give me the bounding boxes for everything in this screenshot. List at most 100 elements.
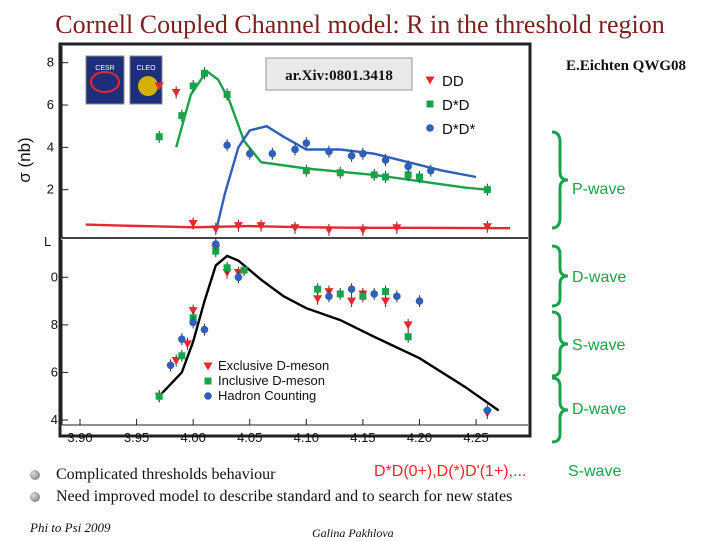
point-dd — [154, 82, 164, 91]
legend-label: D*D* — [442, 121, 476, 138]
x-tick-label: 3.90 — [67, 430, 92, 445]
point-inclusive-d-meson — [382, 288, 390, 296]
label-s-wave-1: S-wave — [572, 337, 625, 354]
point-hadron-counting — [234, 273, 243, 282]
top-legend: DD D*D D*D* — [425, 73, 476, 138]
point-d-d- — [325, 147, 333, 156]
point-dd — [392, 224, 402, 233]
point-exclusive-d-meson — [403, 321, 413, 330]
arxiv-label: ar.Xiv:0801.3418 — [285, 68, 393, 84]
y-tick-label: 6 — [51, 364, 58, 379]
formula-label: D*D(0+),D(*)D'(1+),... — [374, 463, 526, 480]
footer-left: Phi to Psi 2009 — [30, 520, 111, 535]
top-y-ticks: 2 4 6 8 — [47, 55, 68, 197]
y-tick-label: 0 — [51, 269, 58, 284]
legend-label: D*D — [442, 97, 470, 114]
point-dd — [324, 226, 334, 235]
legend-marker — [426, 100, 434, 108]
point-hadron-counting — [166, 361, 175, 370]
point-hadron-counting — [370, 290, 379, 298]
legend-marker — [203, 362, 213, 371]
point-d-d — [200, 69, 208, 77]
point-inclusive-d-meson — [223, 264, 231, 272]
point-d-d- — [426, 166, 435, 175]
point-inclusive-d-meson — [336, 290, 344, 298]
legend-label: DD — [442, 73, 464, 90]
x-tick-label: 4.10 — [294, 430, 319, 445]
bullet-item: Need improved model to describe standard… — [30, 486, 512, 508]
right-brace-panel: P-wave D-wave S-wave D-wave S-wave D*D(0… — [374, 130, 626, 480]
point-exclusive-d-meson — [347, 297, 357, 306]
point-inclusive-d-meson — [240, 266, 248, 274]
credit-label: E.Eichten QWG08 — [566, 58, 687, 74]
y-tick-label: 6 — [47, 97, 54, 112]
x-tick-label: 4.05 — [237, 430, 262, 445]
point-hadron-counting — [325, 292, 333, 301]
y-tick-label: 2 — [47, 182, 54, 197]
curve-model-dd — [85, 223, 511, 230]
point-hadron-counting — [178, 335, 186, 343]
point-inclusive-d-meson — [314, 285, 322, 293]
bullet-list: Complicated thresholds behaviour Need im… — [30, 464, 512, 508]
point-hadron-counting — [415, 297, 424, 305]
y-tick-label: 8 — [51, 317, 58, 332]
x-tick-label: 4.20 — [407, 430, 432, 445]
point-d-d — [302, 167, 310, 175]
point-hadron-counting — [211, 240, 220, 248]
bottom-y-ticks: 0 8 6 4 — [51, 269, 68, 427]
footer-center: Galina Pakhlova — [312, 526, 394, 540]
point-d-d — [415, 173, 423, 181]
point-dd — [256, 222, 266, 231]
curve-model-total — [158, 254, 500, 412]
point-d-d — [189, 82, 197, 90]
point-d-d- — [404, 162, 412, 171]
point-inclusive-d-meson — [359, 292, 367, 300]
point-dd — [290, 224, 300, 233]
legend-label: Exclusive D-meson — [218, 358, 329, 373]
point-d-d- — [381, 156, 390, 164]
x-tick-label: 3.95 — [124, 430, 149, 445]
point-hadron-counting — [200, 325, 209, 334]
point-dd — [188, 220, 198, 229]
svg-text:CLEO: CLEO — [136, 65, 156, 72]
point-exclusive-d-meson — [183, 340, 192, 349]
point-dd — [482, 223, 492, 232]
bottom-y-axis-label: L — [44, 234, 51, 249]
point-inclusive-d-meson — [404, 333, 412, 341]
bullet-text: Need improved model to describe standard… — [56, 488, 513, 505]
x-tick-label: 4.15 — [350, 430, 375, 445]
point-hadron-counting — [189, 318, 197, 327]
point-d-d- — [302, 139, 311, 147]
cesr-cleo-logos: CESR CLEO — [85, 55, 163, 105]
data-points — [154, 67, 492, 419]
x-tick-label: 4.00 — [181, 430, 206, 445]
svg-text:CESR: CESR — [95, 65, 114, 72]
point-hadron-counting — [393, 292, 401, 301]
point-exclusive-d-meson — [313, 295, 323, 304]
x-tick-label: 4.25 — [463, 430, 488, 445]
point-dd — [211, 225, 221, 234]
point-dd — [233, 222, 243, 231]
point-d-d — [336, 169, 344, 177]
point-d-d — [223, 90, 231, 98]
curve-model-d-d- — [214, 124, 477, 233]
point-hadron-counting — [347, 285, 356, 293]
legend-label: Hadron Counting — [218, 388, 316, 403]
y-tick-label: 8 — [47, 55, 54, 70]
bullet-icon — [30, 492, 40, 502]
point-d-d — [155, 133, 163, 141]
point-d-d — [370, 171, 378, 179]
point-d-d- — [359, 149, 367, 158]
legend-marker — [426, 124, 434, 132]
page-title: Cornell Coupled Channel model: R in the … — [55, 10, 665, 39]
point-d-d — [483, 186, 491, 194]
bullet-icon — [30, 470, 40, 480]
legend-label: Inclusive D-meson — [218, 373, 325, 388]
label-p-wave: P-wave — [572, 181, 625, 198]
point-exclusive-d-meson — [188, 307, 198, 316]
legend-marker — [204, 377, 212, 385]
bullet-text: Complicated thresholds behaviour — [56, 466, 276, 483]
point-exclusive-d-meson — [381, 297, 391, 306]
